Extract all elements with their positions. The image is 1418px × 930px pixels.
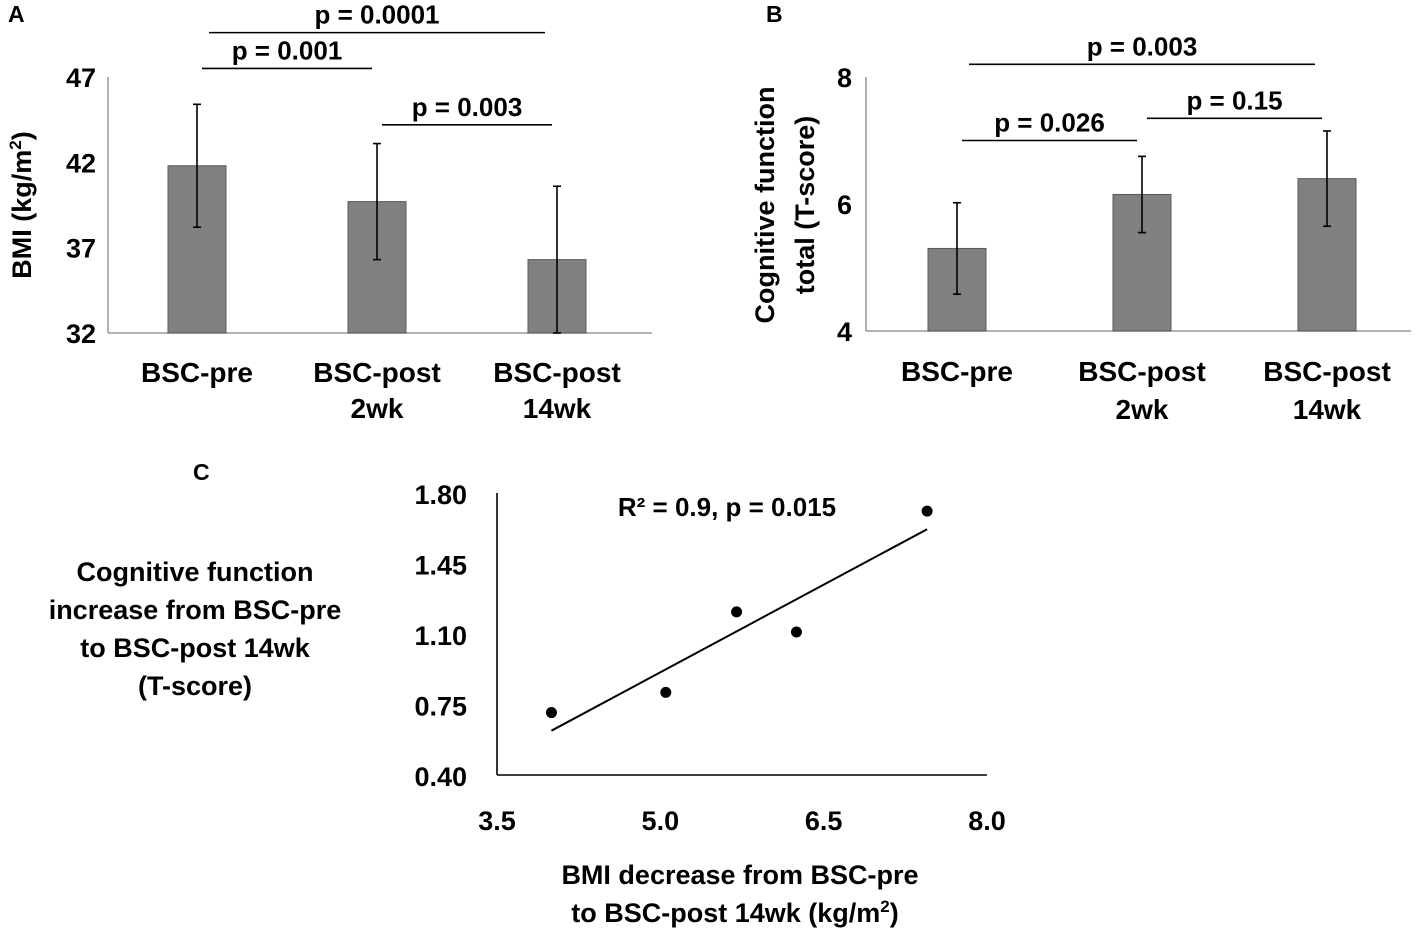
x-axis-title-line: to BSC-post 14wk (kg/m2) [571, 897, 899, 928]
regression-annotation: R² = 0.9, p = 0.015 [618, 492, 836, 522]
y-tick-label: 6 [837, 190, 852, 220]
panel-c: C 0.40 0.75 1.10 1.45 1.80 3.5 5.0 6.5 8.0 R² = 0.… [49, 459, 1006, 928]
y-axis-title-line: to BSC-post 14wk [80, 633, 311, 663]
panel-letter: B [766, 1, 783, 27]
y-axis-title-line: increase from BSC-pre [49, 595, 342, 625]
category-label: 14wk [523, 393, 592, 424]
y-axis-title-line: (T-score) [138, 671, 252, 701]
y-axis-title-line: Cognitive function [750, 87, 780, 324]
data-point [660, 686, 672, 698]
y-tick-label: 1.45 [414, 551, 467, 581]
category-label: 2wk [351, 393, 404, 424]
category-label: BSC-post [313, 357, 441, 388]
p-value-label: p = 0.026 [994, 108, 1105, 138]
x-axis-title-text: to BSC-post 14wk (kg/m [571, 898, 880, 928]
y-tick-label: 42 [66, 148, 96, 178]
y-tick-label: 47 [66, 63, 96, 93]
x-axis-title-close: ) [890, 898, 899, 928]
y-tick-label: 4 [837, 317, 852, 347]
x-tick-label: 8.0 [968, 806, 1006, 836]
data-point [790, 626, 802, 638]
x-tick-label: 6.5 [805, 806, 843, 836]
panel-a: A 32 37 42 47 BSC-pre BSC-post 2wk BSC-post 14wk p… [6, 0, 652, 424]
y-tick-label: 1.10 [414, 621, 467, 651]
y-tick-label: 0.75 [414, 692, 467, 722]
y-axis-title-line: total (T-score) [790, 116, 820, 295]
p-value-label: p = 0.003 [412, 92, 523, 122]
panel-letter: A [8, 1, 25, 27]
category-label: BSC-pre [901, 356, 1013, 387]
data-point [731, 606, 743, 618]
y-tick-label: 1.80 [414, 480, 467, 510]
y-tick-label: 0.40 [414, 762, 467, 792]
p-value-label: p = 0.001 [232, 35, 343, 65]
x-tick-label: 3.5 [478, 806, 516, 836]
data-point [545, 707, 557, 719]
category-label: 14wk [1293, 394, 1362, 425]
y-tick-label: 8 [837, 63, 852, 93]
y-tick-label: 32 [66, 319, 96, 349]
p-value-label: p = 0.0001 [314, 0, 439, 30]
y-tick-label: 37 [66, 234, 96, 264]
panel-b: B 4 6 8 BSC-pre BSC-post 2wk BSC-post 14wk p = 0.… [750, 1, 1411, 425]
category-label: BSC-post [1078, 356, 1206, 387]
y-axis-title-sup: 2 [6, 140, 25, 149]
y-axis-title: BMI (kg/m2) [6, 131, 37, 278]
category-label: BSC-pre [141, 357, 253, 388]
bar [347, 201, 407, 334]
p-value-label: p = 0.003 [1087, 31, 1198, 61]
category-label: BSC-post [1263, 356, 1391, 387]
y-axis-title-text: BMI (kg/m [7, 150, 37, 279]
x-tick-label: 5.0 [642, 806, 680, 836]
x-axis-title-sup: 2 [880, 897, 889, 916]
x-axis-title-line: BMI decrease from BSC-pre [561, 860, 918, 890]
p-value-label: p = 0.15 [1186, 85, 1282, 115]
category-label: 2wk [1116, 394, 1169, 425]
category-label: BSC-post [493, 357, 621, 388]
trendline [550, 528, 928, 732]
y-axis-title-close: ) [7, 131, 37, 140]
y-axis-title-line: Cognitive function [77, 557, 314, 587]
panel-letter: C [193, 459, 210, 485]
data-point [921, 505, 933, 517]
